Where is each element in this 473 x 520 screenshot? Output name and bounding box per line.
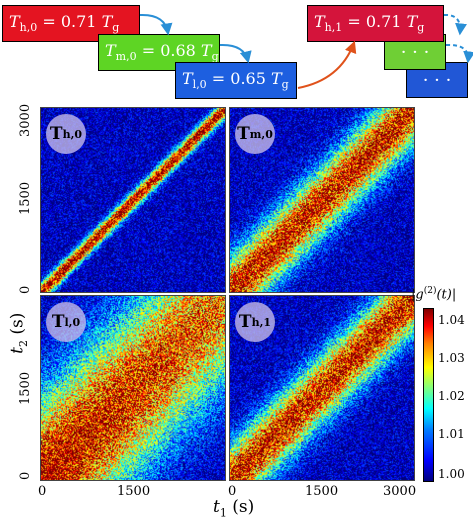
schematic-arrows: [0, 0, 473, 110]
colorbar-label: |g(2)(t)|: [411, 286, 456, 302]
ytick-top-1500: 1500: [18, 182, 33, 215]
ytick-top-0: 0: [18, 286, 33, 294]
xtick-left-1500: 1500: [117, 484, 150, 499]
colorbar-tick-1.04: 1.04: [438, 313, 465, 327]
xtick-left-0: 0: [38, 484, 46, 499]
xtick-right-1500: 1500: [305, 484, 338, 499]
arrow-hot-to-med: [140, 15, 168, 33]
colorbar-tick-1.01: 1.01: [438, 427, 465, 441]
y-axis-label: t2 (s): [7, 313, 29, 354]
colorbar-tick-1.03: 1.03: [438, 351, 465, 365]
colorbar-tick-1.02: 1.02: [438, 389, 465, 403]
colorbar-tick-1.00: 1.00: [438, 467, 465, 481]
ytick-top-3000: 3000: [18, 104, 33, 137]
badge-bottom-left: Tl,0: [46, 302, 86, 342]
ytick-bottom-0: 0: [18, 472, 33, 480]
arrow-med-to-low: [220, 45, 248, 61]
arrow-mid-to-back: [446, 45, 468, 61]
badge-top-left: Th,0: [46, 114, 86, 154]
colorbar: [423, 308, 434, 482]
arrow-low-to-hot1: [298, 43, 354, 88]
badge-top-right: Tm,0: [235, 114, 275, 154]
xtick-right-3000: 3000: [383, 484, 416, 499]
badge-bottom-right: Th,1: [235, 302, 275, 342]
ytick-bottom-1500: 1500: [18, 372, 33, 405]
x-axis-label: t1 (s): [213, 497, 254, 519]
arrow-hot1-to-mid: [444, 15, 460, 33]
